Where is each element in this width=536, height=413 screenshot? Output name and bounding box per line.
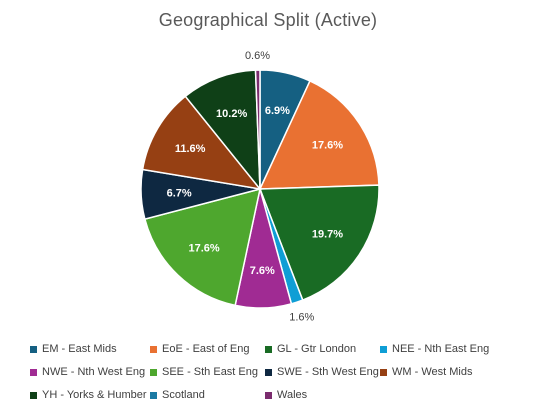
data-label-em-east-mids: 6.9% xyxy=(265,105,290,117)
legend-swatch xyxy=(30,391,37,399)
legend-swatch xyxy=(265,345,272,353)
legend-item-wales: Wales xyxy=(265,389,307,401)
pie-slice-wm-west-mids xyxy=(141,95,262,191)
chart-title: Geographical Split (Active) xyxy=(158,10,378,30)
legend-label: EM - East Mids xyxy=(42,343,117,355)
pie-slice-eoe-east-of-eng xyxy=(258,79,380,190)
legend-item-em-east-mids: EM - East Mids xyxy=(30,343,117,355)
legend-label: NWE - Nth West Eng xyxy=(42,366,146,378)
legend-swatch xyxy=(265,368,272,376)
legend-swatch xyxy=(150,391,157,399)
legend-swatch xyxy=(150,368,157,376)
legend-swatch xyxy=(30,345,37,353)
pie-slice-gl-gtr-london xyxy=(258,184,380,302)
legend-label: SWE - Sth West Eng xyxy=(277,366,379,378)
data-label-see-sth-east-eng: 17.6% xyxy=(188,243,219,255)
data-label-nwe-nth-west-eng: 7.6% xyxy=(250,265,275,277)
pie-slice-see-sth-east-eng xyxy=(143,187,261,307)
legend-label: Scotland xyxy=(162,389,205,401)
data-label-swe-sth-west-eng: 6.7% xyxy=(167,188,192,200)
legend-item-yh-yorks-humber: YH - Yorks & Humber xyxy=(30,389,147,401)
pie-slice-wales xyxy=(254,69,261,190)
data-label-wales: 0.6% xyxy=(245,50,270,62)
data-label-gl-gtr-london: 19.7% xyxy=(312,229,343,241)
legend-item-nwe-nth-west-eng: NWE - Nth West Eng xyxy=(30,366,145,378)
legend-label: YH - Yorks & Humber xyxy=(42,389,147,401)
legend-swatch xyxy=(30,368,37,376)
legend-item-nee-nth-east-eng: NEE - Nth East Eng xyxy=(380,343,489,355)
legend-swatch xyxy=(380,368,387,376)
data-label-nee-nth-east-eng: 1.6% xyxy=(289,311,314,323)
legend-item-see-sth-east-eng: SEE - Sth East Eng xyxy=(150,366,258,378)
legend-item-scotland: Scotland xyxy=(150,389,205,401)
legend-swatch xyxy=(265,391,272,399)
legend-item-wm-west-mids: WM - West Mids xyxy=(380,366,472,378)
data-label-eoe-east-of-eng: 17.6% xyxy=(312,139,343,151)
legend-label: SEE - Sth East Eng xyxy=(162,366,258,378)
legend-label: GL - Gtr London xyxy=(277,343,357,355)
legend-item-gl-gtr-london: GL - Gtr London xyxy=(265,343,356,355)
pie-slice-yh-yorks-humber xyxy=(184,69,261,192)
legend-label: EoE - East of Eng xyxy=(162,343,250,355)
legend-label: WM - West Mids xyxy=(392,366,473,378)
data-label-wm-west-mids: 11.6% xyxy=(175,143,206,155)
legend-label: NEE - Nth East Eng xyxy=(392,343,490,355)
legend-swatch xyxy=(380,345,387,353)
legend-label: Wales xyxy=(277,389,308,401)
legend-item-swe-sth-west-eng: SWE - Sth West Eng xyxy=(265,366,379,378)
data-label-yh-yorks-humber: 10.2% xyxy=(216,108,247,120)
legend-swatch xyxy=(150,345,157,353)
legend-item-eoe-east-of-eng: EoE - East of Eng xyxy=(150,343,249,355)
